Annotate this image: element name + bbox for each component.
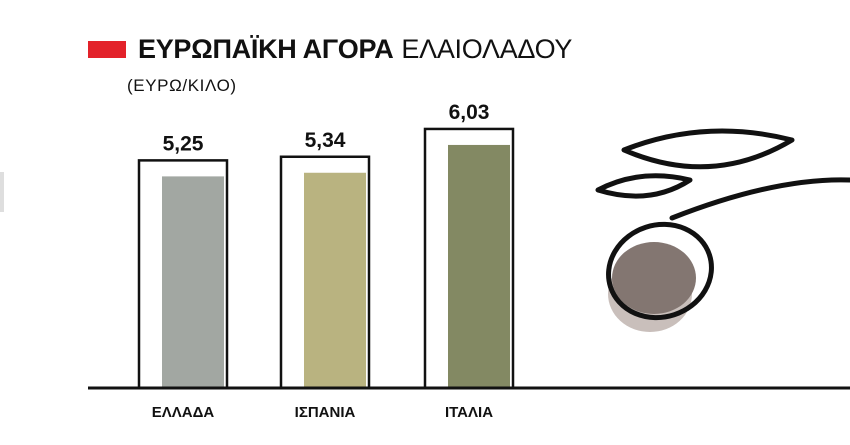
- bar-2: [448, 144, 510, 388]
- olive-stem: [669, 177, 850, 221]
- value-label-2: 6,03: [449, 101, 490, 124]
- category-label-2: ΙΤΑΛΙΑ: [445, 404, 493, 421]
- olive-leaf-upper: [621, 128, 795, 170]
- olive-outline: [606, 221, 714, 321]
- chart-title-bold: ΕΥΡΩΠΑΪΚΗ ΑΓΟΡΑ: [138, 33, 394, 64]
- value-label-1: 5,34: [305, 129, 346, 152]
- bar-1: [304, 172, 366, 388]
- bars-layer: [137, 127, 515, 390]
- chart-title-light: ΕΛΑΙΟΛΑΔΟΥ: [401, 33, 573, 64]
- title-marker-icon: [88, 40, 126, 58]
- category-label-0: ΕΛΛΑΔΑ: [152, 404, 215, 421]
- olive-branch-icon: [595, 128, 850, 332]
- edge-divider: [0, 172, 4, 212]
- chart-subtitle-units: (ΕΥΡΩ/ΚΙΛΟ): [127, 76, 237, 95]
- chart-title: ΕΥΡΩΠΑΪΚΗ ΑΓΟΡΑ ΕΛΑΙΟΛΑΔΟΥ: [88, 34, 572, 64]
- labels-layer: 5,25 ΕΛΛΑΔΑ 5,34 ΙΣΠΑΝΙΑ 6,03 ΙΤΑΛΙΑ: [152, 101, 493, 421]
- bar-0: [162, 176, 224, 388]
- olive-fruit: [612, 242, 696, 314]
- olive-leaf-lower: [595, 173, 693, 199]
- category-label-1: ΙΣΠΑΝΙΑ: [295, 404, 356, 421]
- value-label-0: 5,25: [163, 132, 204, 155]
